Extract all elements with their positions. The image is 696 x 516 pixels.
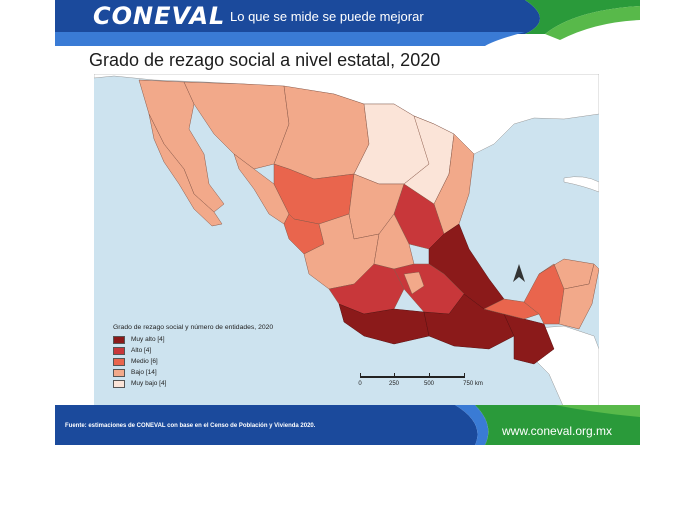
state-mexico <box>403 271 425 295</box>
legend-label: Muy alto [4] <box>131 336 165 343</box>
scale-line <box>360 376 464 378</box>
legend-label: Muy bajo [4] <box>131 380 167 387</box>
legend-item: Bajo [14] <box>113 367 273 378</box>
legend-item: Alto [4] <box>113 345 273 356</box>
scale-bar: 0 250 500 750 km <box>355 373 485 396</box>
map-legend: Grado de rezago social y número de entid… <box>113 324 273 389</box>
header-banner: CONEVAL Lo que se mide se puede mejorar <box>55 0 640 46</box>
legend-item: Muy alto [4] <box>113 334 273 345</box>
legend-swatch <box>113 346 125 355</box>
map-title: Grado de rezago social a nivel estatal, … <box>89 50 441 70</box>
legend-label: Bajo [14] <box>131 369 157 376</box>
scale-tick <box>360 373 361 378</box>
scale-label: 250 <box>388 381 400 387</box>
scale-tick <box>464 373 465 378</box>
scale-label: 750 km <box>463 381 483 387</box>
legend-title: Grado de rezago social y número de entid… <box>113 324 274 331</box>
north-arrow-icon <box>513 264 525 282</box>
cuba-land <box>563 176 599 193</box>
coneval-logo: CONEVAL <box>93 2 226 30</box>
footer-background <box>55 405 640 445</box>
legend-items: Muy alto [4] Alto [4] Medio [6] Bajo [14] Mu… <box>113 334 273 389</box>
state-baja-california-sur <box>148 113 223 227</box>
legend-label: Medio [6] <box>131 358 158 365</box>
legend-swatch <box>113 335 125 344</box>
legend-swatch <box>113 379 125 388</box>
legend-swatch <box>113 357 125 366</box>
legend-swatch <box>113 368 125 377</box>
legend-item: Medio [6] <box>113 356 273 367</box>
footer-banner <box>55 405 640 445</box>
scale-tick <box>394 373 395 378</box>
scale-label: 0 <box>358 381 362 387</box>
legend-item: Muy bajo [4] <box>113 378 273 389</box>
state-chiapas <box>503 313 555 365</box>
scale-label: 500 <box>423 381 435 387</box>
tagline: Lo que se mide se puede mejorar <box>230 9 424 24</box>
mexico-map <box>94 74 599 408</box>
slide: CONEVAL Lo que se mide se puede mejorar … <box>55 0 640 445</box>
header-background <box>55 0 640 46</box>
website-link[interactable]: www.coneval.org.mx <box>502 424 613 438</box>
scale-tick <box>429 373 430 378</box>
state-quintana-roo <box>558 263 599 330</box>
source-note: Fuente: estimaciones de CONEVAL con base… <box>65 423 316 429</box>
state-sonora <box>183 81 290 170</box>
legend-label: Alto [4] <box>131 347 152 354</box>
